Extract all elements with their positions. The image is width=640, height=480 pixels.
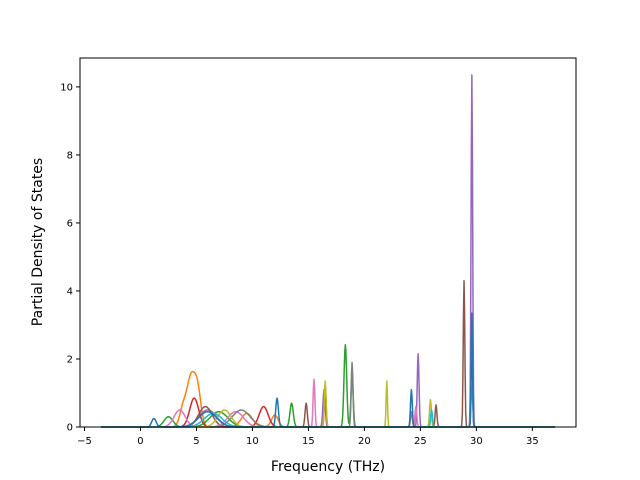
plot-frame bbox=[79, 57, 577, 428]
x-tick-label: 5 bbox=[193, 436, 199, 447]
y-axis-title: Partial Density of States bbox=[30, 158, 46, 326]
x-tick-label: 0 bbox=[137, 436, 143, 447]
x-tick-label: −5 bbox=[77, 436, 92, 447]
y-tick-label: 8 bbox=[67, 150, 73, 161]
x-tick-label: 10 bbox=[246, 436, 259, 447]
x-axis-title: Frequency (THz) bbox=[271, 459, 385, 475]
x-axis: −5 0 5 10 15 20 25 30 35 bbox=[77, 427, 539, 447]
x-tick-label: 35 bbox=[526, 436, 539, 447]
y-axis: 0 2 4 6 8 10 bbox=[60, 82, 80, 434]
x-tick-label: 20 bbox=[358, 436, 371, 447]
y-tick-label: 0 bbox=[67, 423, 73, 434]
x-tick-label: 30 bbox=[470, 436, 483, 447]
x-tick-label: 25 bbox=[414, 436, 427, 447]
y-tick-label: 4 bbox=[67, 286, 73, 297]
y-tick-label: 2 bbox=[67, 354, 73, 365]
x-tick-label: 15 bbox=[302, 436, 315, 447]
y-tick-label: 10 bbox=[60, 82, 73, 93]
y-tick-label: 6 bbox=[67, 218, 73, 229]
